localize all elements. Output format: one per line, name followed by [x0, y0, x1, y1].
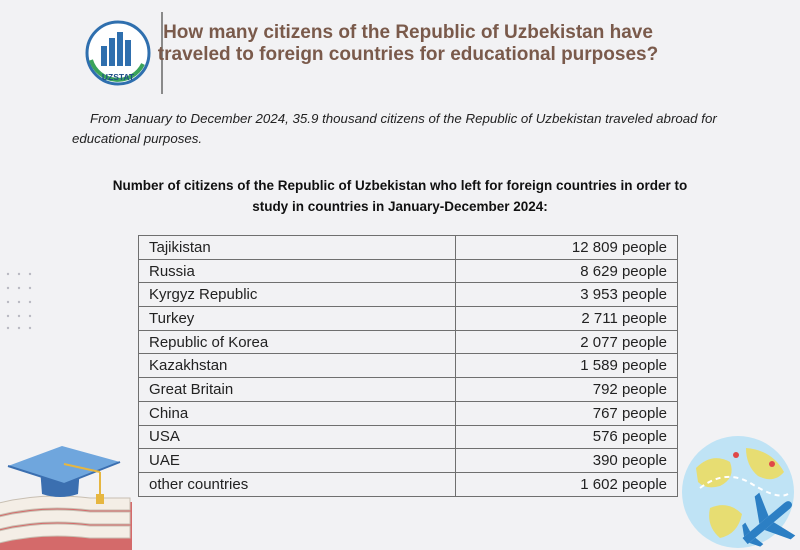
countries-table: Tajikistan 12 809 people Russia 8 629 peop… — [138, 235, 678, 497]
table-row: Russia 8 629 people — [138, 258, 678, 284]
country-cell: USA — [138, 424, 456, 450]
value-cell: 8 629 people — [455, 258, 678, 284]
country-cell: Tajikistan — [138, 235, 456, 260]
value-cell: 792 people — [455, 377, 678, 402]
page-title: How many citizens of the Republic of Uzb… — [157, 22, 659, 65]
country-cell: Turkey — [138, 306, 456, 331]
header-divider — [161, 12, 163, 94]
value-cell: 2 711 people — [455, 306, 678, 331]
value-cell: 2 077 people — [455, 329, 678, 355]
table-row: Republic of Korea 2 077 people — [138, 329, 678, 355]
globe-with-airplane-icon — [682, 436, 796, 548]
table-caption: Number of citizens of the Republic of Uz… — [112, 178, 688, 214]
value-cell: 3 953 people — [455, 282, 678, 308]
country-cell: Kazakhstan — [138, 353, 456, 379]
dot-grid-icon — [6, 272, 32, 330]
graduation-cap-on-books-icon — [0, 446, 132, 550]
table-row: Turkey 2 711 people — [138, 306, 678, 331]
table-row: Tajikistan 12 809 people — [138, 235, 678, 260]
country-cell: other countries — [138, 471, 456, 497]
value-cell: 1 602 people — [455, 471, 678, 497]
value-cell: 576 people — [455, 424, 678, 450]
table-row: China 767 people — [138, 400, 678, 426]
table-row: UAE 390 people — [138, 448, 678, 473]
table-row: Great Britain 792 people — [138, 377, 678, 402]
value-cell: 767 people — [455, 400, 678, 426]
country-cell: Great Britain — [138, 377, 456, 402]
value-cell: 1 589 people — [455, 353, 678, 379]
table-row: Kyrgyz Republic 3 953 people — [138, 282, 678, 308]
country-cell: Republic of Korea — [138, 329, 456, 355]
logo-text: UZSTAT — [102, 72, 135, 82]
uzstat-logo: UZSTAT — [85, 20, 151, 86]
country-cell: Kyrgyz Republic — [138, 282, 456, 308]
country-cell: UAE — [138, 448, 456, 473]
table-row: other countries 1 602 people — [138, 471, 678, 497]
table-row: USA 576 people — [138, 424, 678, 450]
country-cell: China — [138, 400, 456, 426]
value-cell: 390 people — [455, 448, 678, 473]
value-cell: 12 809 people — [455, 235, 678, 260]
country-cell: Russia — [138, 258, 456, 284]
intro-paragraph: From January to December 2024, 35.9 thou… — [72, 111, 717, 146]
table-row: Kazakhstan 1 589 people — [138, 353, 678, 379]
